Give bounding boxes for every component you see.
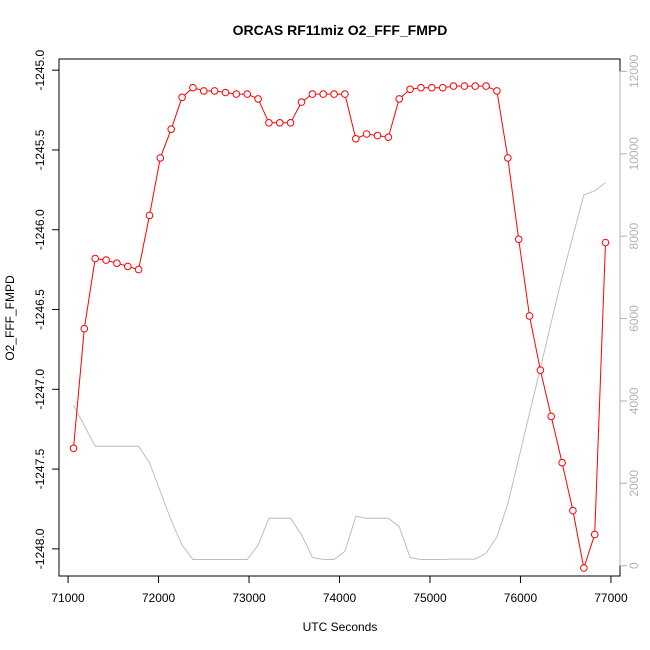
series-primary-point (590, 530, 599, 539)
y-axis-left: -1245.0 -1245.5 -1246.0 -1246.5 -1247.0 -1247… (33, 49, 60, 569)
series-primary-point (417, 83, 425, 92)
y2-tick-label: 10000 (627, 137, 641, 171)
x-axis: 71000 72000 73000 74000 75000 76000 77000 (51, 575, 628, 605)
x-tick-label: 76000 (504, 591, 538, 605)
y2-tick-label: 12000 (627, 54, 641, 88)
y-tick-label: -1246.5 (33, 289, 47, 330)
y-axis-right: 0 2000 4000 6000 8000 10000 12000 (619, 54, 641, 569)
series-primary-point (210, 87, 219, 95)
series-primary-point (167, 125, 175, 133)
y2-tick-label: 2000 (627, 470, 641, 497)
series-primary-point (547, 412, 556, 421)
y-tick-label: -1247.5 (33, 448, 47, 489)
series-primary-point (80, 324, 89, 333)
series-primary-point (254, 95, 262, 103)
series-primary-point (200, 87, 208, 95)
series-primary-point (243, 90, 251, 98)
y2-tick-label: 0 (627, 562, 641, 569)
series-primary-point (91, 254, 99, 263)
y-tick-label: -1245.0 (33, 49, 47, 90)
x-tick-label: 71000 (51, 591, 85, 605)
x-tick-label: 73000 (232, 591, 266, 605)
series-primary-point (308, 90, 317, 98)
series-primary-point (352, 135, 360, 143)
series-primary-point (493, 87, 501, 95)
plot-area (58, 58, 621, 577)
series-primary-point (406, 85, 414, 94)
x-tick-label: 74000 (323, 591, 357, 605)
series-primary-point (69, 444, 78, 453)
y-axis-label: O2_FFF_FMPD (3, 275, 17, 361)
series-primary-point (395, 95, 404, 103)
series-primary-point (601, 238, 610, 247)
y2-tick-label: 6000 (627, 305, 641, 332)
series-primary-point (514, 235, 523, 244)
x-tick-label: 72000 (142, 591, 176, 605)
series-primary-point (276, 119, 284, 127)
series-primary-point (297, 98, 306, 106)
series-primary-point (449, 82, 458, 90)
y-tick-label: -1247.0 (33, 369, 47, 410)
chart-title: ORCAS RF11miz O2_FFF_FMPD (233, 22, 448, 38)
series-primary-point (569, 506, 577, 515)
series-primary-point (341, 90, 349, 98)
series-primary-point (536, 366, 545, 375)
series-primary-point (265, 119, 273, 127)
series-primary-point (504, 154, 512, 162)
series-primary-point (232, 90, 241, 98)
series-primary-point (373, 131, 382, 140)
series-primary-point (460, 82, 469, 90)
series-primary-point (189, 83, 197, 92)
series-primary-point (113, 259, 121, 268)
series-primary-point (319, 90, 328, 98)
y2-tick-label: 4000 (627, 387, 641, 414)
series-primary-point (178, 93, 186, 102)
series-group (69, 82, 610, 572)
series-primary-point (134, 265, 143, 274)
y2-tick-label: 8000 (627, 222, 641, 249)
y-tick-label: -1246.0 (33, 209, 47, 250)
x-axis-label: UTC Seconds (303, 620, 378, 634)
series-primary-point (362, 130, 371, 138)
y-tick-label: -1245.5 (33, 129, 47, 170)
series-primary-point (580, 564, 588, 572)
x-tick-label: 77000 (594, 591, 628, 605)
series-secondary-line (73, 182, 606, 560)
series-primary-point (471, 82, 480, 90)
series-primary-point (221, 88, 230, 97)
series-primary-point (286, 119, 295, 127)
series-primary-point (428, 83, 436, 92)
series-primary-point (384, 133, 393, 141)
x-tick-label: 75000 (413, 591, 447, 605)
series-primary-point (558, 458, 566, 467)
series-primary-point (145, 211, 154, 220)
series-primary-point (330, 90, 338, 98)
series-primary-point (102, 256, 110, 264)
series-primary-point (525, 312, 534, 320)
series-primary-line (73, 85, 606, 569)
series-primary-point (482, 82, 490, 90)
series-primary-point (438, 83, 447, 92)
series-primary-point (124, 262, 132, 271)
y-tick-label: -1248.0 (33, 528, 47, 569)
series-primary-point (156, 154, 165, 162)
